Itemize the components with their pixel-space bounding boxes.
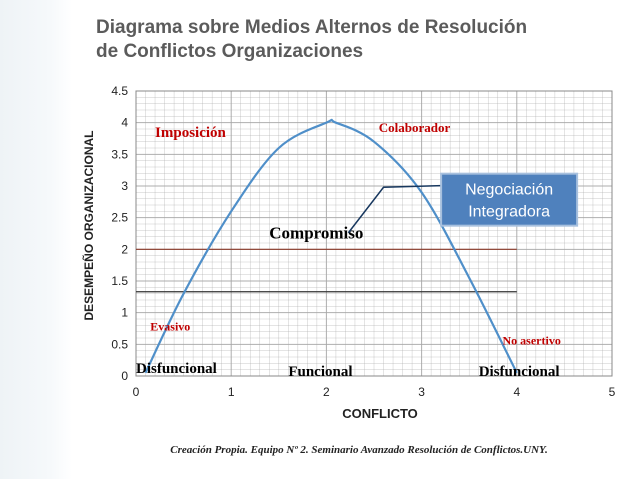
chart-title-line-2: de Conflictos Organizaciones bbox=[96, 41, 364, 62]
y-tick-label: 2 bbox=[121, 242, 128, 256]
y-tick-label: 3.5 bbox=[111, 147, 128, 161]
annotation-evasivo: Evasivo bbox=[150, 319, 190, 333]
y-tick-label: 4 bbox=[121, 116, 128, 130]
x-tick-label: 3 bbox=[418, 385, 425, 399]
x-tick-label: 5 bbox=[609, 385, 616, 399]
y-tick-label: 2.5 bbox=[111, 211, 128, 225]
y-axis-label: DESEMPEÑO ORGANIZACIONAL bbox=[81, 130, 96, 320]
annotation-disfuncional-left: Disfuncional bbox=[136, 361, 217, 377]
left-decorative-band bbox=[0, 0, 72, 479]
series-line bbox=[144, 118, 518, 374]
x-tick-label: 0 bbox=[133, 385, 140, 399]
annotation-no-asertivo: No asertivo bbox=[503, 333, 561, 347]
y-tick-label: 0 bbox=[121, 369, 128, 383]
annotation-compromiso: Compromiso bbox=[269, 224, 363, 243]
y-tick-label: 0.5 bbox=[111, 337, 128, 351]
x-tick-label: 2 bbox=[323, 385, 330, 399]
caption: Creación Propia. Equipo Nº 2. Seminario … bbox=[170, 444, 548, 456]
annotation-colaborador: Colaborador bbox=[379, 120, 451, 135]
annotation-imposicion: Imposición bbox=[155, 125, 227, 141]
callout-connector bbox=[347, 184, 442, 234]
annotation-disfuncional-right: Disfuncional bbox=[479, 364, 560, 380]
callout-text-line-1: Negociación bbox=[465, 182, 553, 199]
y-tick-label: 1.5 bbox=[111, 274, 128, 288]
y-tick-label: 1 bbox=[121, 306, 128, 320]
y-tick-label: 4.5 bbox=[111, 84, 128, 98]
plot-border bbox=[135, 90, 613, 377]
chart-title: Diagrama sobre Medios Alternos de Resolu… bbox=[96, 16, 616, 64]
callout-text-line-2: Integradora bbox=[468, 204, 550, 221]
y-tick-label: 3 bbox=[121, 179, 128, 193]
chart-title-line-1: Diagrama sobre Medios Alternos de Resolu… bbox=[96, 17, 528, 38]
x-tick-label: 4 bbox=[513, 385, 520, 399]
annotation-funcional: Funcional bbox=[288, 364, 352, 380]
x-axis-label: CONFLICTO bbox=[342, 406, 418, 421]
callout-box bbox=[440, 172, 579, 227]
x-tick-label: 1 bbox=[228, 385, 235, 399]
